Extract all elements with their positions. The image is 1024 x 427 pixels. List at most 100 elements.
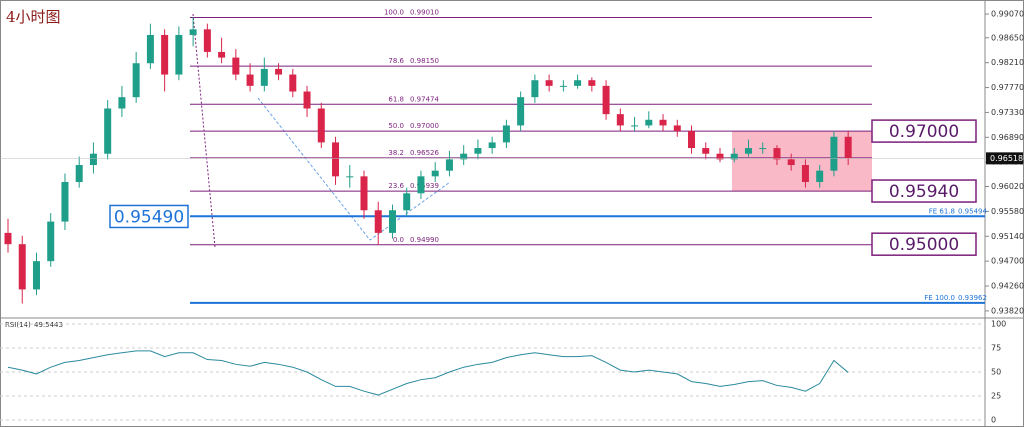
fe-price: 0.93962 [958, 294, 987, 302]
fib-ratio: 38.2 [388, 149, 404, 157]
candle-body [289, 74, 297, 92]
candle-body [32, 261, 40, 290]
candle-body [445, 159, 453, 171]
candle-body [275, 68, 283, 75]
candle-body [218, 51, 226, 58]
candle-body [104, 108, 112, 154]
fib-price: 0.99010 [410, 8, 439, 16]
y-tick-label: 0.96890 [991, 133, 1024, 142]
candle-body [787, 159, 795, 166]
y-tick-label: 75 [991, 344, 1001, 353]
fib-price: 0.95939 [410, 182, 439, 190]
candle-body [346, 176, 354, 178]
last-price: 0.96518 [990, 154, 1023, 163]
candle-body [488, 142, 496, 149]
candle-body [559, 85, 567, 87]
candle-body [146, 34, 154, 64]
candle-body [502, 125, 510, 143]
candle-body [232, 57, 240, 75]
annotation-box [871, 232, 977, 256]
candle-body [816, 170, 824, 182]
candle-body [588, 80, 596, 86]
annotation-label: 0.97000 [889, 122, 959, 142]
fib-price: 0.97474 [410, 95, 439, 103]
fe-path [257, 97, 451, 241]
annotation-label: 0.95000 [889, 235, 959, 255]
y-tick-label: 0.98210 [991, 58, 1024, 67]
y-tick-label: 0 [991, 416, 996, 425]
candle-body [403, 193, 411, 211]
fib-price: 0.94990 [410, 236, 439, 244]
candle-body [61, 181, 69, 222]
candle-body [332, 142, 340, 177]
y-tick-label: 0.98650 [991, 33, 1024, 42]
y-tick-label: 25 [991, 392, 1001, 401]
rsi-line [7, 350, 849, 396]
candle-body [616, 114, 624, 126]
candle-body [246, 74, 254, 86]
y-tick-label: 0.97330 [991, 108, 1024, 117]
rsi-title: RSI(14) [5, 321, 31, 329]
candle-body [417, 176, 425, 194]
candle-body [118, 97, 126, 109]
y-tick-label: 0.95140 [991, 232, 1024, 241]
candle-body [161, 34, 169, 75]
candle-body [474, 148, 482, 154]
fib-ratio: 50.0 [388, 122, 404, 130]
annotation-label: 0.95940 [889, 182, 959, 202]
candle-body [759, 148, 767, 150]
y-tick-label: 0.97770 [991, 83, 1024, 92]
candle-body [801, 165, 809, 182]
candle-body [75, 165, 83, 182]
rsi-last: 49.5443 [34, 321, 63, 329]
annotation-label: 0.95490 [114, 207, 184, 227]
annotation-box [871, 179, 977, 203]
fib-price: 0.97000 [410, 122, 439, 130]
candle-body [844, 136, 852, 159]
candle-body [260, 68, 268, 86]
annotation-box [109, 204, 189, 229]
candle-body [545, 80, 553, 86]
candle-body [317, 108, 325, 143]
candle-body [175, 34, 183, 75]
y-tick-label: 0.96020 [991, 182, 1024, 191]
candle-body [203, 29, 211, 52]
fib-ratio: 61.8 [388, 95, 404, 103]
candle-body [18, 244, 26, 290]
candle-body [431, 170, 439, 177]
y-tick-label: 0.93820 [991, 306, 1024, 315]
candle-body [132, 63, 140, 98]
fib-ratio: 23.6 [388, 182, 404, 190]
candle-body [89, 153, 97, 166]
fe-name: FE 61.8 [929, 207, 955, 215]
y-tick-label: 0.94700 [991, 257, 1024, 266]
candle-body [574, 80, 582, 86]
candle-body [744, 148, 752, 154]
fib-ratio: 78.6 [388, 57, 404, 65]
candle-body [47, 221, 55, 262]
annotation-box [871, 119, 977, 143]
fib-ratio: 0.0 [393, 236, 404, 244]
candle-body [645, 119, 653, 126]
y-tick-label: 0.95580 [991, 207, 1024, 216]
candle-body [716, 153, 724, 160]
y-tick-label: 0.94260 [991, 282, 1024, 291]
candle-body [602, 85, 610, 115]
candle-body [517, 97, 525, 126]
candle-body [189, 29, 197, 35]
chart-title: 4小时图 [6, 8, 61, 26]
candle-body [688, 131, 696, 149]
fe-price: 0.95494 [958, 207, 987, 215]
candle-body [531, 80, 539, 98]
fe-name: FE 100.0 [924, 294, 955, 302]
candle-body [460, 153, 468, 160]
fib-price: 0.96526 [410, 149, 439, 157]
candle-body [673, 125, 681, 132]
fib-anchor [192, 13, 216, 248]
candle-body [374, 210, 382, 233]
last-price-box [986, 152, 1023, 165]
candle-body [360, 176, 368, 211]
y-tick-label: 0.99070 [991, 10, 1024, 19]
